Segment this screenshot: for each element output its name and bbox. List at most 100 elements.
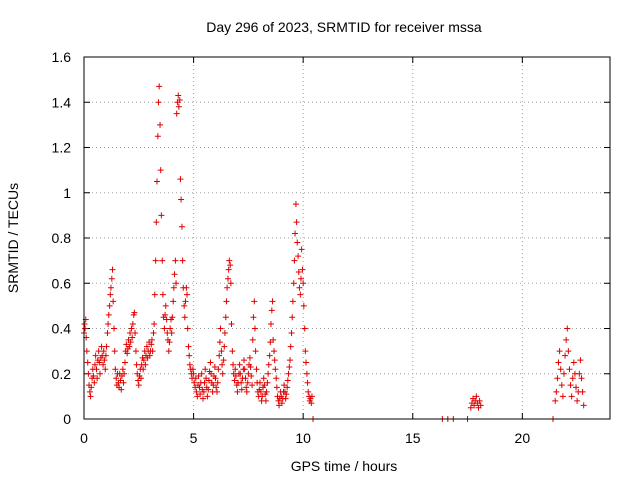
data-point (560, 370, 567, 377)
y-tick-label: 1.4 (52, 94, 72, 110)
data-point (155, 99, 162, 106)
data-point (230, 361, 237, 368)
data-point (242, 375, 249, 382)
data-point (127, 330, 134, 337)
data-point (237, 370, 244, 377)
data-point (178, 223, 185, 230)
data-point (121, 370, 128, 377)
data-point (577, 357, 584, 364)
data-point (272, 366, 279, 373)
data-point (299, 266, 306, 273)
data-point (111, 348, 118, 355)
data-point (574, 397, 581, 404)
data-point (109, 266, 116, 273)
data-point (301, 325, 308, 332)
data-point (106, 302, 113, 309)
data-point (153, 219, 160, 226)
data-point (184, 325, 191, 332)
data-point (181, 314, 188, 321)
x-tick-label: 15 (405, 430, 421, 446)
data-point (195, 373, 202, 380)
data-point (165, 348, 172, 355)
data-point (95, 348, 102, 355)
data-point (283, 391, 290, 398)
data-point (300, 280, 307, 287)
data-point (243, 384, 250, 391)
data-point (552, 397, 559, 404)
data-point (124, 350, 131, 357)
data-point (101, 357, 108, 364)
data-point (113, 375, 120, 382)
data-point (181, 302, 188, 309)
data-point (202, 366, 209, 373)
data-point (476, 397, 483, 404)
data-point (224, 284, 231, 291)
data-point (176, 96, 183, 103)
data-point (131, 309, 138, 316)
data-point (118, 386, 125, 393)
data-point (151, 320, 158, 327)
data-point (566, 366, 573, 373)
data-point (569, 375, 576, 382)
data-point (287, 357, 294, 364)
data-point (207, 359, 214, 366)
data-point (302, 348, 309, 355)
data-point (570, 359, 577, 366)
data-point (142, 361, 149, 368)
data-point (100, 348, 107, 355)
y-tick-label: 0.2 (52, 366, 72, 382)
data-point (251, 325, 258, 332)
data-point (105, 320, 112, 327)
data-point (107, 291, 114, 298)
data-point (185, 343, 192, 350)
data-point (175, 103, 182, 110)
data-point (580, 402, 587, 409)
data-point (148, 341, 155, 348)
data-point (173, 280, 180, 287)
data-point (555, 359, 562, 366)
data-point (218, 348, 225, 355)
data-point (565, 348, 572, 355)
chart-title: Day 296 of 2023, SRMTID for receiver mss… (206, 19, 482, 35)
data-point (305, 388, 312, 395)
data-point (303, 370, 310, 377)
data-point (126, 343, 133, 350)
y-tick-label: 1.6 (52, 49, 72, 65)
data-point (227, 262, 234, 269)
data-point (103, 343, 110, 350)
data-point (153, 178, 160, 185)
data-point (112, 366, 119, 373)
data-point (162, 311, 169, 318)
x-tick-label: 10 (295, 430, 311, 446)
data-point (213, 384, 220, 391)
data-point (268, 307, 275, 314)
data-point (157, 121, 164, 128)
data-point (88, 384, 95, 391)
x-tick-label: 20 (515, 430, 531, 446)
data-point (156, 83, 163, 90)
data-point (477, 402, 484, 409)
data-point (297, 291, 304, 298)
data-point (221, 330, 228, 337)
data-point (219, 361, 226, 368)
data-point (578, 375, 585, 382)
data-point (190, 370, 197, 377)
data-point (94, 375, 101, 382)
data-point (150, 330, 157, 337)
data-point (241, 366, 248, 373)
data-point (172, 257, 179, 264)
data-point (562, 352, 569, 359)
data-point (294, 239, 301, 246)
data-point (127, 339, 134, 346)
data-point (83, 348, 90, 355)
data-point (169, 314, 176, 321)
data-point (228, 320, 235, 327)
data-point (102, 366, 109, 373)
data-point (200, 395, 207, 402)
data-point (189, 366, 196, 373)
data-point (271, 348, 278, 355)
data-point (132, 330, 139, 337)
data-point (576, 370, 583, 377)
grid-lines (84, 57, 610, 419)
data-point (175, 92, 182, 99)
